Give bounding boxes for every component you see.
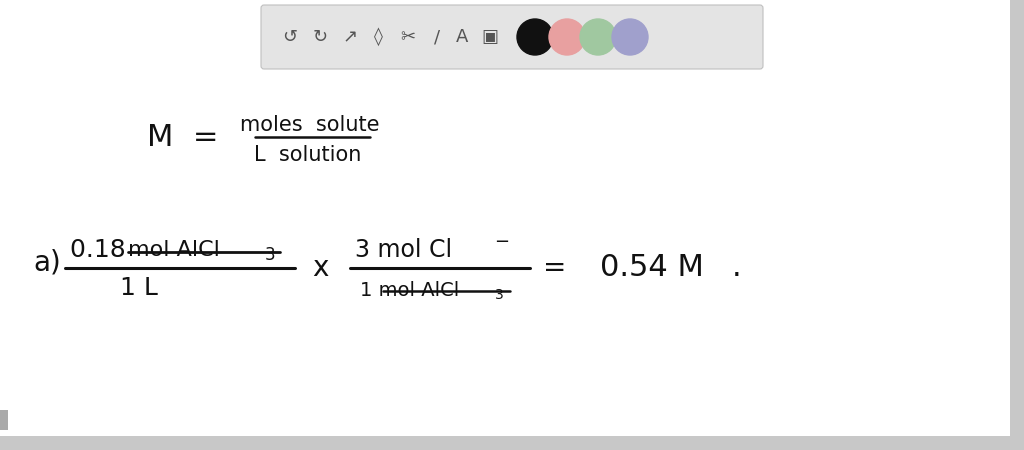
FancyBboxPatch shape [261, 5, 763, 69]
Text: ↗: ↗ [342, 28, 357, 46]
FancyBboxPatch shape [0, 436, 1024, 450]
Text: A: A [456, 28, 468, 46]
Text: mol AlCl: mol AlCl [128, 240, 220, 260]
Text: ↺: ↺ [283, 28, 298, 46]
Text: 1 mol AlCl: 1 mol AlCl [360, 280, 459, 300]
Circle shape [612, 19, 648, 55]
Text: 3: 3 [495, 288, 504, 302]
FancyBboxPatch shape [1010, 0, 1024, 450]
Text: 0.54 M: 0.54 M [600, 253, 703, 283]
Text: ✂: ✂ [400, 28, 416, 46]
Text: 3 mol Cl: 3 mol Cl [355, 238, 453, 262]
Text: ↻: ↻ [312, 28, 328, 46]
Text: ◊: ◊ [374, 27, 382, 46]
Text: /: / [434, 28, 440, 46]
Circle shape [549, 19, 585, 55]
FancyBboxPatch shape [0, 410, 8, 430]
Text: .: . [732, 253, 741, 283]
Text: a): a) [33, 249, 60, 277]
Text: −: − [494, 233, 509, 251]
Text: =: = [544, 254, 566, 282]
Circle shape [517, 19, 553, 55]
Text: x: x [312, 254, 328, 282]
Circle shape [580, 19, 616, 55]
Text: moles  solute: moles solute [241, 115, 380, 135]
Text: 0.18: 0.18 [70, 238, 134, 262]
Text: 3: 3 [265, 246, 275, 264]
Text: ▣: ▣ [481, 28, 499, 46]
Text: 1 L: 1 L [120, 276, 158, 300]
Text: M  =: M = [147, 122, 219, 152]
Text: L  solution: L solution [254, 145, 361, 165]
